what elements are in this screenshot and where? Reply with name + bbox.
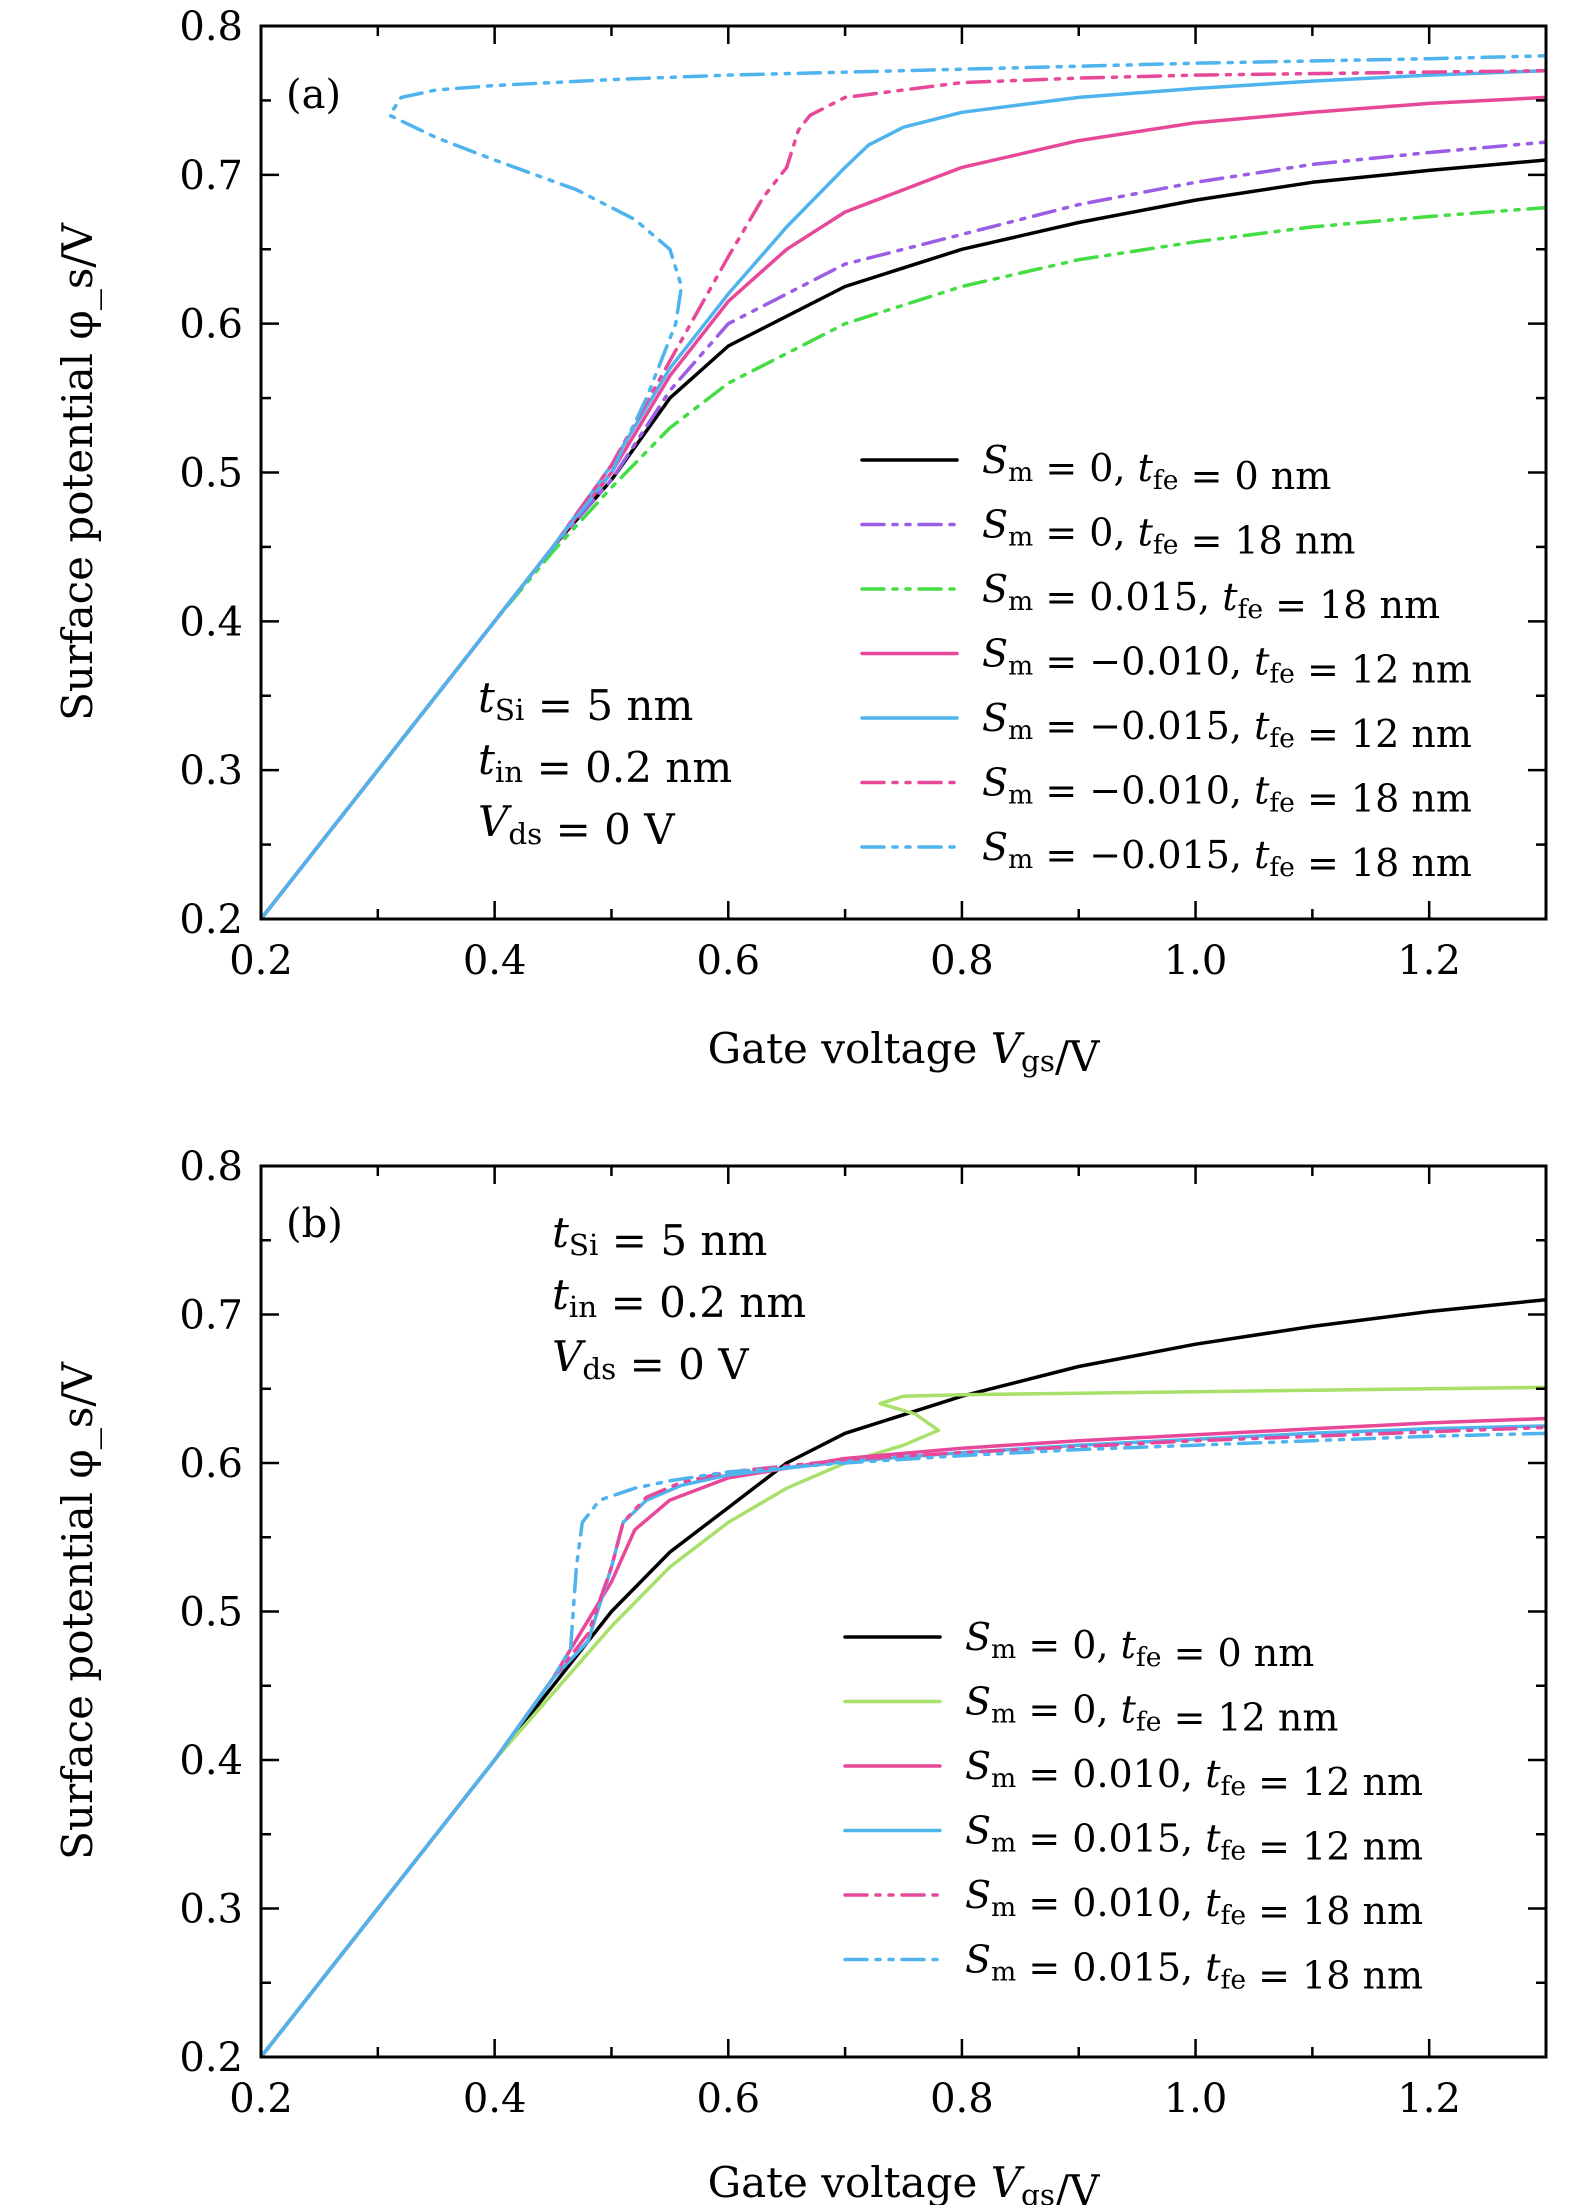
y-tick-label: 0.4 (179, 1738, 243, 1784)
x-tick-label: 1.0 (1164, 938, 1228, 984)
y-tick-label: 0.7 (179, 153, 243, 199)
x-tick-label: 1.2 (1397, 2076, 1461, 2122)
x-tick-label: 0.8 (930, 2076, 994, 2122)
y-axis-label: Surface potential φ_s/V (53, 222, 102, 720)
y-tick-label: 0.8 (179, 1144, 243, 1190)
x-tick-label: 0.6 (696, 2076, 760, 2122)
x-tick-label: 0.8 (930, 938, 994, 984)
panel-b: 0.2 0.4 0.6 0.8 1.0 1.2 0.2 0.3 0.4 0.5 0.6 0.7 0.8 G… (53, 1144, 1548, 2205)
x-axis-label: Gate voltage Vgs/V (708, 2158, 1101, 2205)
x-tick-label: 0.4 (463, 2076, 527, 2122)
legend-label: Sm = 0, tfe = 0 nm (982, 438, 1331, 498)
series-line-7 (261, 54, 1546, 919)
x-tick-label: 0.4 (463, 938, 527, 984)
y-tick-label: 0.7 (179, 1293, 243, 1339)
series-line-6 (261, 1431, 1546, 2057)
legend-label: Sm = 0.015, tfe = 12 nm (965, 1809, 1423, 1869)
legend-label: Sm = −0.010, tfe = 12 nm (982, 632, 1472, 692)
parameter-annotation: Vds = 0 V (552, 1332, 749, 1389)
legend-label: Sm = 0.015, tfe = 18 nm (982, 567, 1440, 627)
x-tick-label: 0.2 (229, 2076, 293, 2122)
parameter-annotation: tin = 0.2 nm (552, 1270, 806, 1327)
y-tick-label: 0.5 (179, 1590, 243, 1636)
panel-label: (b) (286, 1201, 343, 1247)
y-axis-label: Surface potential φ_s/V (53, 1361, 102, 1859)
y-tick-label: 0.4 (179, 599, 243, 645)
series-line-3 (261, 205, 1546, 919)
legend-label: Sm = −0.015, tfe = 12 nm (982, 696, 1472, 756)
legend-label: Sm = 0, tfe = 0 nm (965, 1615, 1314, 1675)
series-line-2 (261, 140, 1546, 919)
series-line-2 (261, 1385, 1546, 2057)
x-tick-label: 1.0 (1164, 2076, 1228, 2122)
x-tick-label: 1.2 (1397, 938, 1461, 984)
y-tick-label: 0.3 (179, 748, 243, 794)
y-tick-label: 0.5 (179, 451, 243, 497)
legend-label: Sm = −0.015, tfe = 18 nm (982, 825, 1472, 885)
parameter-annotation: Vds = 0 V (478, 797, 675, 854)
x-tick-label: 0.2 (229, 938, 293, 984)
x-tick-label: 0.6 (696, 938, 760, 984)
panel-a: 0.2 0.4 0.6 0.8 1.0 1.2 0.2 0.3 0.4 0.5 0.6 0.7 0.8 G… (53, 4, 1548, 1081)
legend-label: Sm = 0.015, tfe = 18 nm (965, 1938, 1423, 1998)
parameter-annotation: tSi = 5 nm (478, 673, 693, 730)
y-tick-label: 0.8 (179, 4, 243, 50)
y-tick-label: 0.6 (179, 302, 243, 348)
x-axis-label: Gate voltage Vgs/V (708, 1024, 1101, 1081)
parameter-annotation: tin = 0.2 nm (478, 735, 732, 792)
legend-label: Sm = 0.010, tfe = 18 nm (965, 1873, 1423, 1933)
parameter-annotation: tSi = 5 nm (552, 1208, 767, 1265)
y-tick-label: 0.3 (179, 1887, 243, 1933)
legend-label: Sm = 0, tfe = 12 nm (965, 1680, 1338, 1740)
y-tick-label: 0.6 (179, 1441, 243, 1487)
legend-label: Sm = −0.010, tfe = 18 nm (982, 761, 1472, 821)
y-tick-label: 0.2 (179, 2035, 243, 2081)
legend-label: Sm = 0, tfe = 18 nm (982, 503, 1355, 563)
panel-label: (a) (286, 72, 341, 118)
legend-label: Sm = 0.010, tfe = 12 nm (965, 1744, 1423, 1804)
y-tick-label: 0.2 (179, 897, 243, 943)
